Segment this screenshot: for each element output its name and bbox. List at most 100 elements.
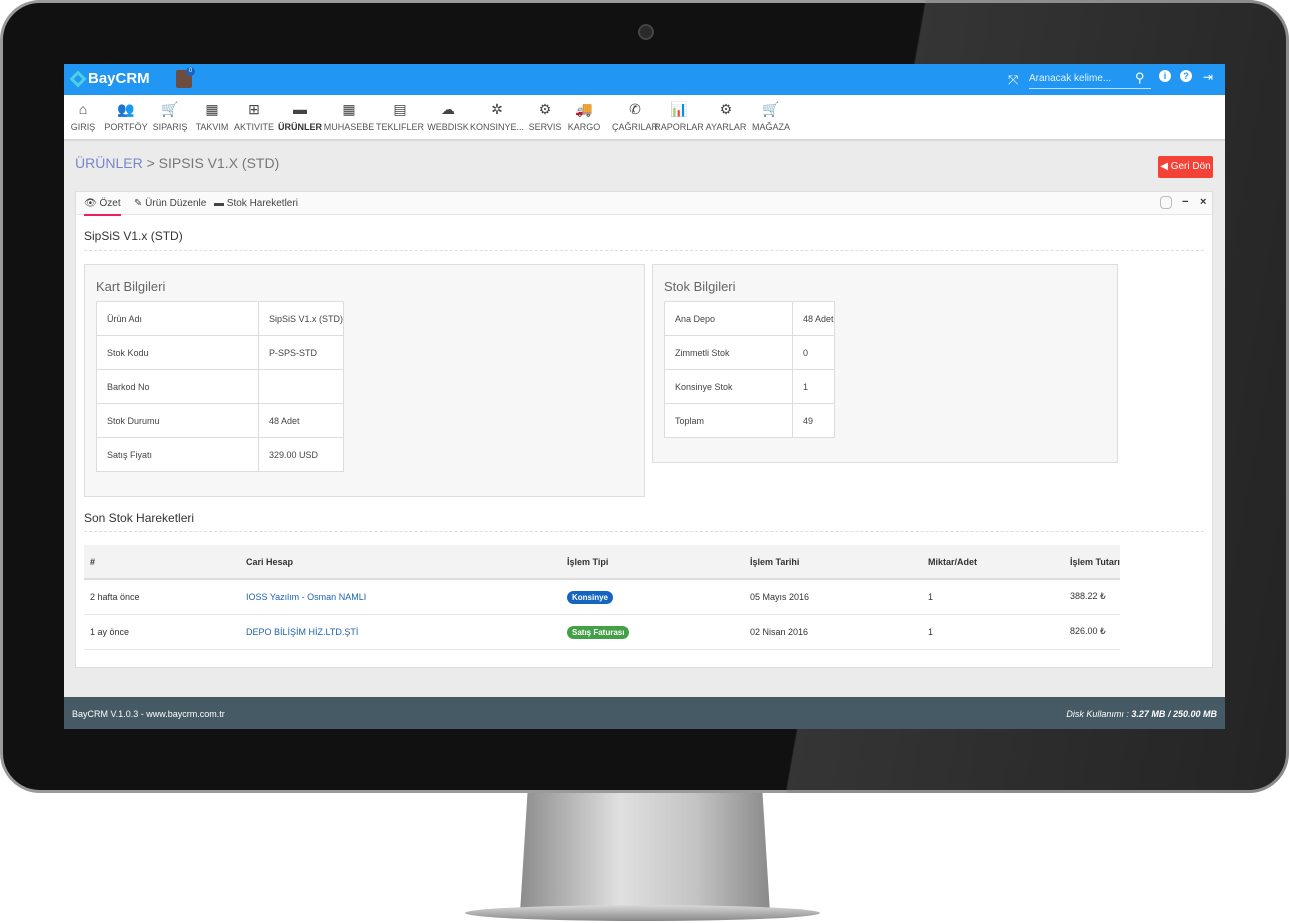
card-info-title: Kart Bilgileri bbox=[96, 279, 166, 294]
info-value: 48 Adet bbox=[257, 403, 345, 438]
nav-item-10[interactable]: ⚙ SERVIS bbox=[529, 101, 562, 132]
info-label: Zimmetli Stok bbox=[664, 335, 793, 370]
nav-label: KARGO bbox=[567, 122, 601, 132]
home-icon: ⌂ bbox=[78, 101, 88, 117]
info-value bbox=[257, 369, 345, 404]
nav-item-15[interactable]: 🛒 MAĞAZA bbox=[752, 101, 790, 132]
nav-item-5[interactable]: ▬ ÜRÜNLER bbox=[278, 101, 322, 132]
disk-usage: Disk Kullanımı : 3.27 MB / 250.00 MB bbox=[1066, 709, 1217, 719]
nav-item-4[interactable]: ⊞ AKTIVITE bbox=[234, 101, 274, 132]
nav-item-11[interactable]: 🚚 KARGO bbox=[568, 101, 601, 132]
monitor-base bbox=[465, 905, 820, 921]
nav-label: WEBDISK bbox=[427, 122, 469, 132]
row-date: 02 Nisan 2016 bbox=[744, 614, 922, 650]
info-icon[interactable]: i bbox=[1159, 70, 1171, 82]
nav-label: TAKVIM bbox=[195, 122, 229, 132]
webcam bbox=[638, 24, 654, 40]
close-icon[interactable]: × bbox=[1200, 196, 1207, 208]
info-label: Ana Depo bbox=[664, 301, 793, 336]
row-qty: 1 bbox=[922, 579, 1064, 615]
info-label: Barkod No bbox=[96, 369, 259, 404]
breadcrumb-root[interactable]: ÜRÜNLER bbox=[75, 155, 143, 171]
tab-summary[interactable]: 👁 Özet bbox=[84, 198, 121, 216]
archive-icon: ▬ bbox=[214, 198, 224, 209]
account-link[interactable]: IOSS Yazılım - Osman NAMLI bbox=[246, 591, 367, 602]
nav-item-2[interactable]: 🛒 SIPARIŞ bbox=[153, 101, 188, 132]
help-icon[interactable]: ? bbox=[1180, 70, 1192, 82]
column-header[interactable]: # bbox=[84, 545, 240, 580]
nav-item-3[interactable]: ▦ TAKVIM bbox=[196, 101, 229, 132]
info-row: Toplam 49 bbox=[664, 403, 835, 438]
nav-label: GIRIŞ bbox=[70, 122, 96, 132]
eye-icon: 👁 bbox=[84, 198, 97, 209]
users-icon: 👥 bbox=[117, 101, 135, 117]
info-value: 49 bbox=[792, 403, 835, 438]
main-nav: ⌂ GIRIŞ 👥 PORTFÖY 🛒 SIPARIŞ ▦ TAKVIM ⊞ AKTIVITE ▬ Ü… bbox=[64, 95, 1225, 141]
nav-label: KONSINYE... bbox=[469, 122, 525, 132]
back-button[interactable]: ◀ Geri Dön bbox=[1158, 156, 1213, 178]
bar-chart-icon: 📊 bbox=[670, 101, 688, 117]
card-info-box: Kart Bilgileri Ürün Adı SipSiS V1.x (STD)… bbox=[84, 264, 645, 497]
type-badge: Konsinye bbox=[567, 590, 614, 604]
top-bar: BayCRM 0 ⤧ Aranacak kelime... ⚲ i ? ⇥ bbox=[64, 64, 1225, 95]
info-label: Konsinye Stok bbox=[664, 369, 793, 404]
nav-item-8[interactable]: ☁ WEBDISK bbox=[427, 101, 469, 132]
nav-label: ÜRÜNLER bbox=[278, 122, 322, 132]
tab-label: Özet bbox=[99, 198, 121, 209]
breadcrumb-separator: > bbox=[146, 155, 155, 171]
nav-item-12[interactable]: ✆ ÇAĞRILAR bbox=[612, 101, 658, 132]
row-date: 05 Mayıs 2016 bbox=[744, 579, 922, 615]
nav-item-6[interactable]: ▦ MUHASEBE bbox=[324, 101, 375, 132]
calendar-plus-icon: ⊞ bbox=[248, 101, 260, 117]
row-time: 2 hafta önce bbox=[84, 579, 240, 615]
gears-icon: ⚙ bbox=[538, 101, 552, 117]
notification-badge[interactable]: 0 bbox=[186, 67, 195, 76]
nav-item-13[interactable]: 📊 RAPORLAR bbox=[654, 101, 704, 132]
tab-stock-movements[interactable]: ▬ Stok Hareketleri bbox=[214, 198, 298, 209]
movements-table: # Cari Hesap İşlem Tipi İşlem Tarihi Miktar/… bbox=[84, 545, 1120, 650]
nav-label: SERVIS bbox=[528, 122, 562, 132]
fullscreen-icon[interactable]: ⤧ bbox=[1008, 72, 1019, 87]
cart-icon: 🛒 bbox=[161, 101, 179, 117]
product-panel: 👁 Özet ✎ Ürün Düzenle ▬ Stok Hareketleri… bbox=[75, 191, 1213, 668]
footer-version: BayCRM V.1.0.3 - www.baycrm.com.tr bbox=[72, 709, 225, 719]
column-header[interactable]: İşlem Tarihi bbox=[744, 545, 922, 580]
info-value: 0 bbox=[792, 335, 835, 370]
nav-item-1[interactable]: 👥 PORTFÖY bbox=[104, 101, 147, 132]
nav-item-14[interactable]: ⚙ AYARLAR bbox=[706, 101, 747, 132]
minimize-icon[interactable]: − bbox=[1182, 196, 1189, 208]
nav-label: TEKLIFLER bbox=[375, 122, 425, 132]
search-icon[interactable]: ⚲ bbox=[1135, 70, 1145, 85]
cart-plus-icon: 🛒 bbox=[762, 101, 780, 117]
column-header[interactable]: Miktar/Adet bbox=[922, 545, 1064, 580]
nav-item-7[interactable]: ▤ TEKLIFLER bbox=[376, 101, 424, 132]
tab-edit[interactable]: ✎ Ürün Düzenle bbox=[134, 198, 206, 209]
stock-info-box: Stok Bilgileri Ana Depo 48 Adet Zimmetli S… bbox=[652, 264, 1118, 463]
account-link[interactable]: DEPO BİLİŞİM HİZ.LTD.ŞTİ bbox=[246, 626, 359, 637]
monitor-stand bbox=[520, 793, 770, 913]
column-header[interactable]: Cari Hesap bbox=[240, 545, 561, 580]
back-button-label: Geri Dön bbox=[1170, 161, 1211, 172]
column-header[interactable]: İşlem Tipi bbox=[561, 545, 744, 580]
table-row[interactable]: 1 ay önce DEPO BİLİŞİM HİZ.LTD.ŞTİ Satış F… bbox=[84, 614, 1120, 650]
nav-item-0[interactable]: ⌂ GIRIŞ bbox=[71, 101, 96, 132]
product-title: SipSiS V1.x (STD) bbox=[84, 229, 183, 243]
info-label: Satış Fiyatı bbox=[96, 437, 259, 472]
logout-icon[interactable]: ⇥ bbox=[1203, 70, 1214, 84]
disk-used: 3.27 MB bbox=[1131, 709, 1166, 719]
table-row[interactable]: 2 hafta önce IOSS Yazılım - Osman NAMLI Ko… bbox=[84, 579, 1120, 615]
logo[interactable]: BayCRM bbox=[69, 70, 150, 87]
checkbox[interactable] bbox=[1160, 196, 1172, 209]
search-input[interactable]: Aranacak kelime... bbox=[1029, 69, 1151, 89]
row-amount: 826.00 ₺ bbox=[1064, 614, 1120, 650]
info-row: Stok Kodu P-SPS-STD bbox=[96, 335, 345, 370]
nav-item-9[interactable]: ✲ KONSINYE... bbox=[470, 101, 524, 132]
info-value: P-SPS-STD bbox=[257, 335, 345, 370]
column-header[interactable]: İşlem Tutarı bbox=[1064, 545, 1120, 580]
breadcrumb: ÜRÜNLER > SIPSIS V1.X (STD) bbox=[75, 155, 279, 171]
info-row: Konsinye Stok 1 bbox=[664, 369, 835, 404]
info-label: Stok Durumu bbox=[96, 403, 259, 438]
cog-icon: ⚙ bbox=[719, 101, 733, 117]
info-value: SipSiS V1.x (STD) bbox=[257, 301, 345, 336]
info-label: Toplam bbox=[664, 403, 793, 438]
